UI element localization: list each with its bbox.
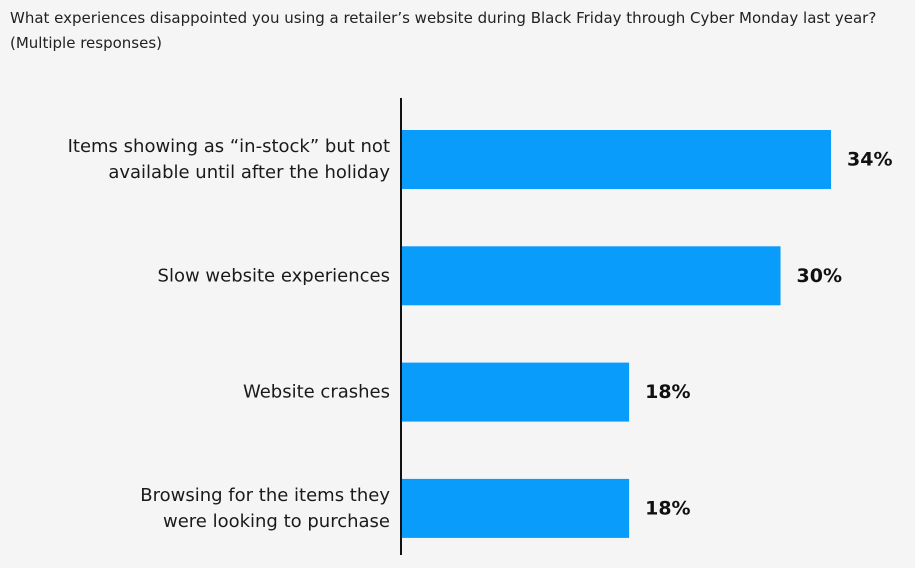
value-label-group: 34% 30% 18% 18% xyxy=(645,149,892,520)
category-label-3: Website crashes xyxy=(243,382,390,403)
category-label-group: Items showing as “in-stock” but not avail… xyxy=(68,136,391,532)
category-label-1: Items showing as “in-stock” but not avail… xyxy=(68,136,391,183)
chart-title-note: (Multiple responses) xyxy=(10,34,162,52)
category-label-1-line-1: Items showing as “in-stock” but not xyxy=(68,136,390,157)
category-label-4-line-1: Browsing for the items they xyxy=(140,485,390,506)
category-label-1-line-2: available until after the holiday xyxy=(108,162,390,183)
category-label-3-line-1: Website crashes xyxy=(243,382,390,403)
bar-2 xyxy=(402,246,781,306)
value-label-1: 34% xyxy=(847,149,892,171)
chart-title: What experiences disappointed you using … xyxy=(10,6,905,56)
category-label-4: Browsing for the items they were looking … xyxy=(140,485,390,532)
bar-3 xyxy=(402,362,630,422)
bar-4 xyxy=(402,478,630,538)
category-label-4-line-2: were looking to purchase xyxy=(163,511,390,532)
category-label-2: Slow website experiences xyxy=(158,265,390,286)
value-label-3: 18% xyxy=(645,381,690,403)
category-label-2-line-1: Slow website experiences xyxy=(158,265,390,286)
bar-1 xyxy=(402,130,831,189)
value-label-4: 18% xyxy=(645,497,690,519)
bar-group xyxy=(402,130,831,538)
value-label-2: 30% xyxy=(797,265,842,287)
chart-title-question: What experiences disappointed you using … xyxy=(10,9,877,27)
